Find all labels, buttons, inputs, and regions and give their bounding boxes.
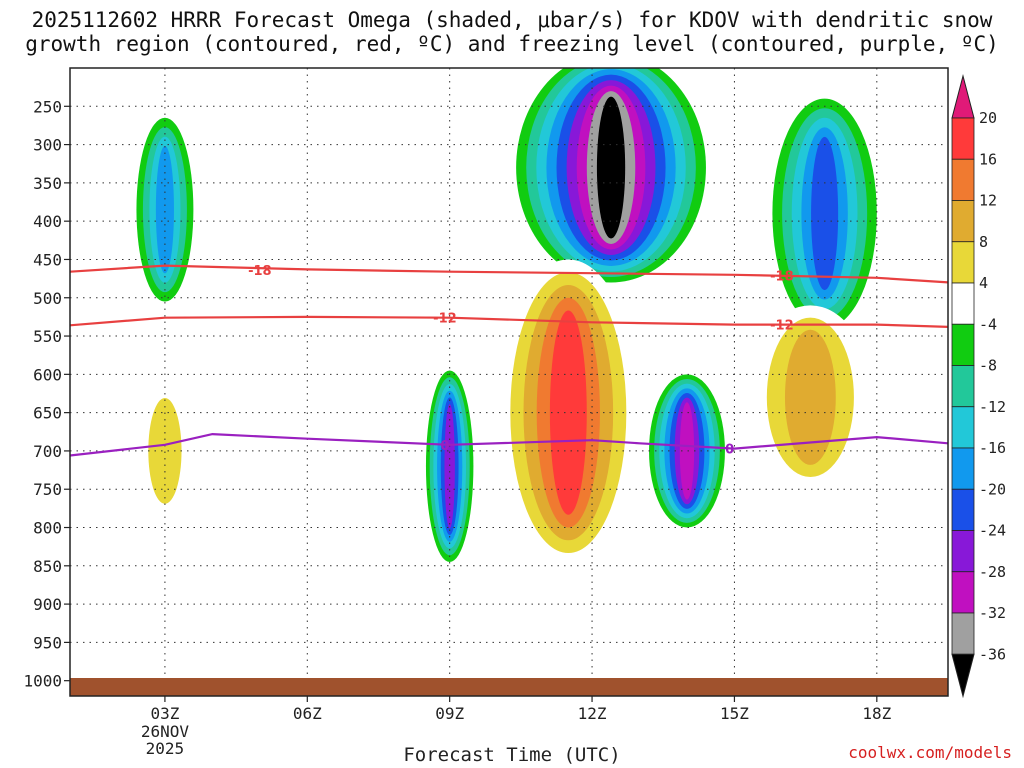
y-tick-label: 450 [33, 250, 62, 269]
y-tick-label: 850 [33, 557, 62, 576]
x-date-label: 2025 [146, 739, 185, 758]
dgz-bottom-line [70, 315, 948, 328]
colorbar-label: -32 [979, 604, 1006, 622]
y-tick-label: 500 [33, 289, 62, 308]
colorbar-label: 16 [979, 150, 997, 168]
plot-frame [69, 67, 949, 697]
contour-label: -12 [770, 319, 794, 334]
colorbar-label: 8 [979, 233, 988, 251]
y-tick-label: 300 [33, 136, 62, 155]
freezing-level-line [70, 432, 948, 457]
colorbar-bottom-arrow [951, 653, 975, 699]
y-tick-label: 750 [33, 480, 62, 499]
colorbar-label: -24 [979, 522, 1006, 540]
chart-subtitle: growth region (contoured, red, ºC) and f… [25, 32, 999, 56]
contour-label: 0 [440, 439, 449, 454]
x-tick-label: 12Z [578, 704, 607, 723]
colorbar-segment [951, 117, 975, 160]
x-date-label: 26NOV [141, 722, 190, 741]
colorbar-segment [951, 282, 975, 325]
x-tick-label: 09Z [435, 704, 464, 723]
upward-cell-03z-level [155, 145, 174, 274]
y-tick-label: 250 [33, 97, 62, 116]
contour-label: -18 [248, 264, 272, 279]
colorbar-label: 20 [979, 109, 997, 127]
colorbar-label: -16 [979, 439, 1006, 457]
colorbar-label: -36 [979, 645, 1006, 663]
omega-field [136, 68, 877, 566]
colorbar-segment [951, 447, 975, 490]
y-tick-label: 800 [33, 519, 62, 538]
y-tick-label: 1000 [23, 672, 62, 691]
x-tick-label: 15Z [720, 704, 749, 723]
credit-text: coolwx.com/models [848, 743, 1012, 762]
colorbar-label: -12 [979, 398, 1006, 416]
colorbar-segment [951, 323, 975, 366]
y-tick-label: 350 [33, 174, 62, 193]
upward-cell-17z-level [811, 136, 839, 291]
colorbar-segment [951, 365, 975, 408]
ground-surface [70, 678, 948, 696]
downward-cell-03z-level [148, 398, 182, 504]
colorbar-segment [951, 571, 975, 614]
y-tick-label: 700 [33, 442, 62, 461]
colorbar-label: -28 [979, 563, 1006, 581]
colorbar-label: -20 [979, 480, 1006, 498]
colorbar-top-arrow [951, 74, 975, 119]
y-tick-label: 900 [33, 595, 62, 614]
y-tick-label: 400 [33, 212, 62, 231]
chart-title: 2025112602 HRRR Forecast Omega (shaded, … [31, 8, 993, 32]
colorbar-label: 4 [979, 274, 988, 292]
y-axis: 250 300 350 400 450 500 550 600 650 700 750 800 850 9… [23, 97, 70, 691]
y-tick-label: 550 [33, 327, 62, 346]
colorbar-segment [951, 158, 975, 201]
temperature-contours: -18 -12 -18 -12 0 0 [70, 264, 948, 458]
colorbar-label: -8 [979, 357, 997, 375]
downward-cell-11z-level [549, 310, 587, 515]
y-tick-label: 600 [33, 365, 62, 384]
x-axis-label: Forecast Time (UTC) [403, 744, 621, 766]
dgz-top-line [70, 264, 948, 284]
colorbar-segment [951, 406, 975, 449]
colorbar: 20 16 12 8 4 -4 -8 -12 -16 -20 -24 -28 -32 -36 [951, 74, 1006, 699]
colorbar-label: -4 [979, 315, 997, 333]
y-tick-label: 650 [33, 404, 62, 423]
colorbar-segment [951, 612, 975, 655]
downward-cell-17z-level [784, 329, 836, 465]
colorbar-segment [951, 200, 975, 243]
x-tick-label: 03Z [150, 704, 179, 723]
x-tick-label: 18Z [862, 704, 891, 723]
colorbar-segment [951, 241, 975, 284]
colorbar-segment [951, 488, 975, 531]
x-tick-label: 06Z [293, 704, 322, 723]
y-tick-label: 950 [33, 633, 62, 652]
grid-lines [70, 68, 948, 696]
upward-cell-09z-level [444, 404, 455, 529]
contour-label: 0 [725, 443, 734, 458]
contour-label: -12 [433, 312, 457, 327]
upward-cell-14z-level [679, 402, 695, 500]
colorbar-label: 12 [979, 192, 997, 210]
contour-label: -18 [770, 270, 794, 285]
colorbar-segment [951, 530, 975, 573]
upward-cell-13z-level [596, 96, 626, 239]
